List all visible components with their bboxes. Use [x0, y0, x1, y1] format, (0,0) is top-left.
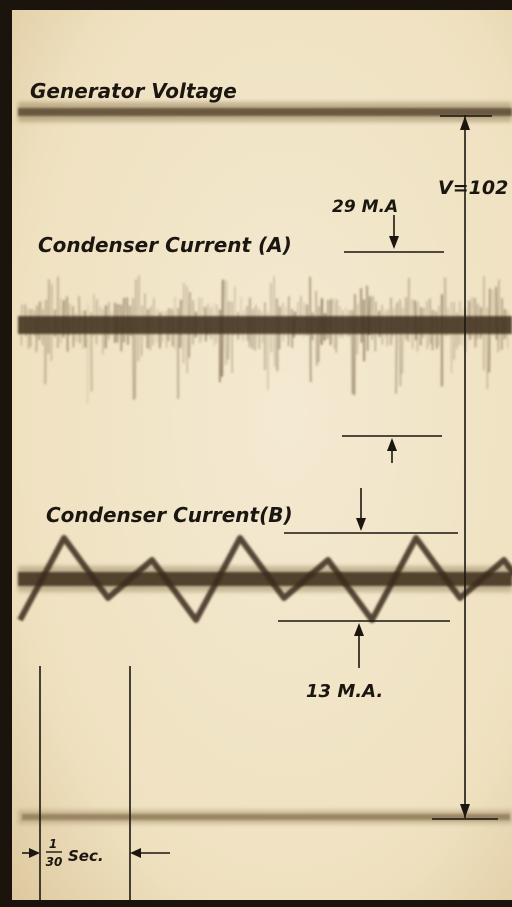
current-a-value-label: 29 M.A	[332, 197, 398, 217]
arrow-up-icon	[460, 116, 470, 130]
paper-background	[12, 10, 512, 900]
baseline-trace	[18, 810, 512, 824]
arrow-up-icon	[354, 623, 364, 636]
condenser-current-a-label: Condenser Current (A)	[38, 233, 292, 257]
time-fraction-denominator: 30	[46, 855, 63, 869]
arrow-down-icon	[460, 804, 470, 818]
arrow-down-icon	[356, 518, 366, 531]
arrow-up-icon	[387, 438, 397, 451]
annotation-arrows	[29, 116, 470, 858]
time-unit-label: Sec.	[68, 847, 104, 865]
voltage-value-label: V=102	[438, 177, 508, 199]
current-b-value-label: 13 M.A.	[306, 681, 383, 702]
generator-voltage-label: Generator Voltage	[30, 79, 237, 103]
condenser-current-a-trace	[18, 275, 512, 404]
condenser-current-b-label: Condenser Current(B)	[46, 503, 293, 527]
generator-voltage-trace	[18, 102, 512, 122]
arrow-left-icon	[130, 848, 141, 858]
arrow-down-icon	[389, 236, 399, 249]
time-interval-label: 1 30 Sec.	[46, 837, 104, 869]
arrow-right-icon	[29, 848, 40, 858]
condenser-current-b-trace	[17, 535, 512, 623]
time-fraction-numerator: 1	[49, 837, 57, 851]
